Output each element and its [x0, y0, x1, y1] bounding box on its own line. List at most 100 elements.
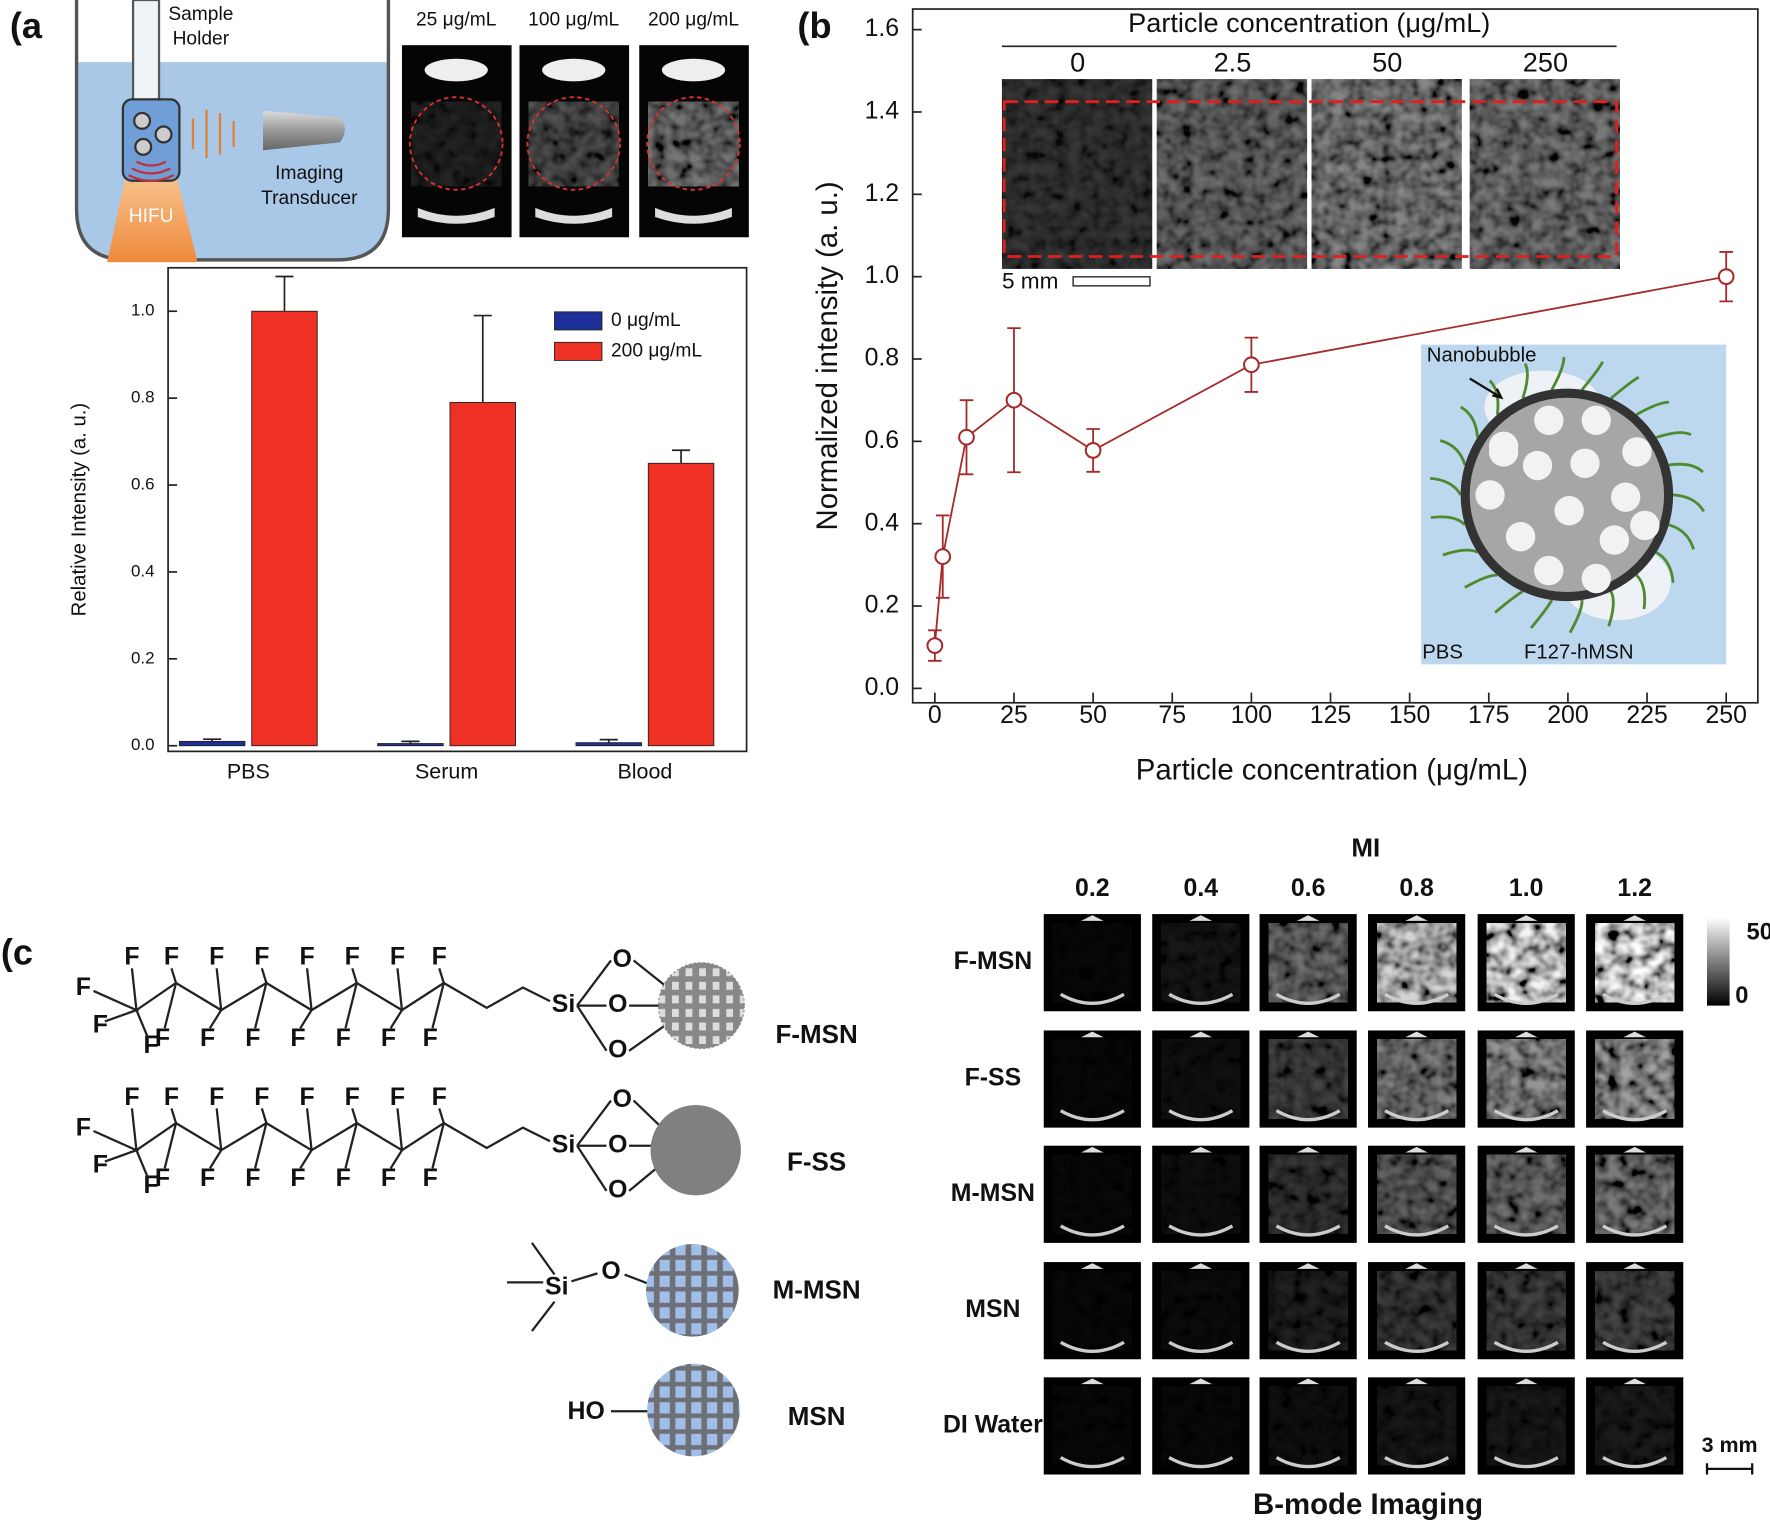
y-tick-label: 1.2: [865, 180, 900, 207]
bmode-cell: [1043, 1145, 1141, 1243]
inset-label: 2.5: [1214, 47, 1252, 78]
echo: [1168, 1456, 1234, 1469]
marker: [926, 637, 944, 654]
echo: [1059, 1224, 1125, 1237]
y-tick-label: 0.4: [865, 509, 900, 536]
inset-label: 50: [1372, 47, 1402, 78]
roi: [408, 96, 504, 191]
pore: [1610, 482, 1641, 512]
atom: F: [254, 1084, 269, 1111]
echo: [1493, 1340, 1559, 1353]
x-tick-label: 225: [1626, 702, 1667, 729]
bond: [576, 1145, 608, 1192]
bond: [351, 967, 358, 984]
polymer: [1439, 439, 1467, 466]
x-tick-label: 50: [1079, 702, 1107, 729]
echo: [1405, 1146, 1428, 1153]
atom: F: [164, 1084, 179, 1111]
echo: [1602, 1340, 1668, 1353]
atom: F: [299, 944, 314, 971]
hifu: [107, 178, 198, 263]
echo: [1081, 1263, 1104, 1269]
speckle: [1486, 1039, 1566, 1119]
echo: [1296, 915, 1320, 921]
speckle: [1486, 1271, 1566, 1351]
speckle: [528, 101, 619, 187]
echo: [1296, 1031, 1320, 1038]
ultrasound: [191, 109, 235, 159]
atom: O: [608, 1036, 627, 1063]
atom: F: [209, 1084, 224, 1111]
panel-label: (a: [10, 5, 43, 46]
atom: F: [423, 1025, 438, 1052]
bmode-cell: [1043, 1262, 1141, 1360]
echo: [1514, 915, 1538, 921]
speckle: [1377, 1039, 1457, 1119]
bar: [449, 402, 516, 747]
speckle: [1161, 923, 1241, 1003]
echo: [542, 58, 606, 82]
scale-bar: [1705, 1463, 1754, 1475]
atom: F: [164, 944, 179, 971]
polymer: [1459, 405, 1479, 438]
bond: [632, 959, 669, 989]
echo: [1168, 1340, 1234, 1353]
x-tick-label: Serum: [415, 760, 478, 784]
y-tick-label: 0.4: [131, 561, 155, 580]
pore: [1475, 480, 1505, 510]
sample-label: Holder: [173, 29, 230, 50]
x-tick-label: 175: [1468, 702, 1509, 729]
pore: [1534, 555, 1564, 586]
bond: [396, 1108, 404, 1151]
echo: [1168, 1109, 1234, 1122]
atom: F: [155, 1165, 170, 1192]
particle: [154, 125, 173, 144]
echo: [1405, 915, 1428, 921]
bond: [305, 968, 313, 1011]
polymer: [1668, 462, 1704, 474]
column-label: 0.4: [1184, 875, 1219, 902]
y-tick-label: 1.4: [865, 98, 900, 125]
echo: [1296, 1263, 1320, 1269]
echo: [424, 58, 488, 82]
echo: [1384, 1340, 1450, 1353]
y-tick-label: 0.0: [131, 735, 155, 754]
echo: [1602, 1224, 1668, 1237]
echo: [1275, 1224, 1341, 1237]
bond: [170, 967, 178, 984]
particle: [133, 111, 152, 130]
atom: O: [601, 1258, 620, 1285]
structure-label: M-MSN: [773, 1274, 861, 1304]
atom: Si: [545, 1274, 568, 1301]
structure-label: MSN: [788, 1401, 846, 1431]
echo: [1493, 1109, 1559, 1122]
echo: [1514, 1146, 1538, 1153]
x-tick-label: 25: [1000, 702, 1028, 729]
atom: F: [209, 944, 224, 971]
bond: [208, 1009, 223, 1029]
atom: F: [432, 944, 447, 971]
speckle: [1053, 923, 1132, 1002]
atom: F: [93, 1152, 108, 1179]
atom: F: [290, 1025, 305, 1052]
inset-title: Particle concentration (μg/mL): [1128, 7, 1490, 38]
x-tick-label: 0: [928, 702, 942, 729]
transducer-label: Imaging: [275, 163, 343, 184]
pore: [1534, 405, 1564, 436]
marker: [1005, 391, 1023, 409]
speckle: [1377, 1154, 1457, 1234]
pore: [1505, 522, 1536, 552]
atom: F: [290, 1165, 305, 1192]
bond: [628, 1022, 669, 1052]
echo: [1623, 1263, 1646, 1269]
legend-swatch: [554, 311, 603, 331]
image-label: 100 μg/mL: [528, 9, 619, 30]
container: [74, 0, 391, 262]
column-label: 0.2: [1075, 875, 1110, 902]
atom: F: [200, 1025, 215, 1052]
row-label: F-MSN: [954, 948, 1033, 975]
atom: F: [345, 1084, 360, 1111]
echo: [1405, 1031, 1428, 1038]
structure-label: F-MSN: [776, 1019, 858, 1049]
